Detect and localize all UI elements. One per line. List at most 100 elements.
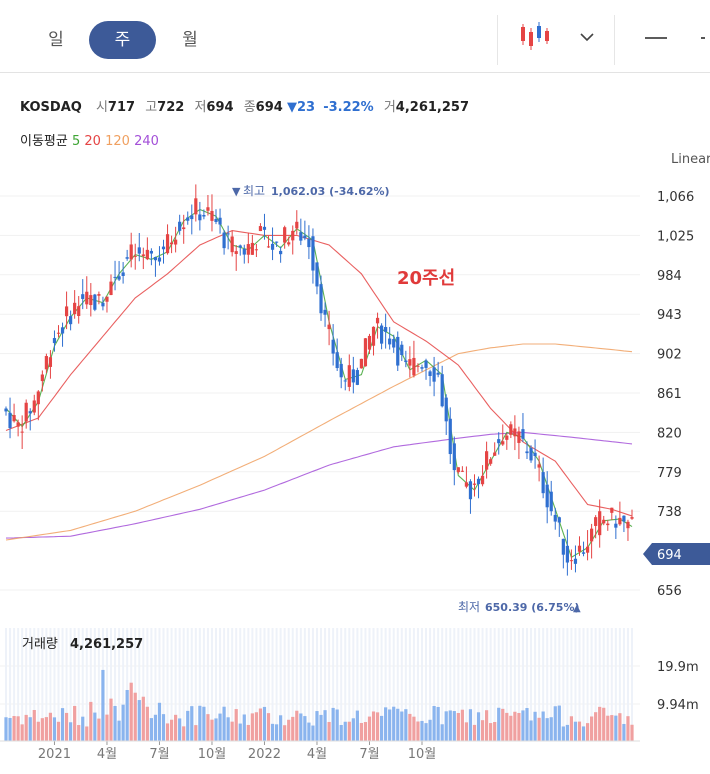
tab-week[interactable]: 주 [89, 21, 156, 59]
candle-body [40, 374, 44, 382]
chevron-down-icon[interactable] [579, 32, 595, 44]
volume-bar [581, 726, 586, 741]
volume-bar [585, 723, 590, 741]
volume-bar [270, 723, 275, 741]
volume-bar [149, 718, 153, 741]
candle-body [444, 397, 448, 422]
volume-bar [190, 706, 194, 741]
tab-month[interactable]: 월 [182, 30, 198, 50]
tab-day[interactable]: 일 [48, 30, 64, 50]
candle-body [81, 294, 85, 299]
ma-5[interactable]: 5 [71, 134, 81, 149]
candle-body [48, 357, 53, 367]
volume-bar [73, 705, 77, 741]
candle-body [497, 439, 501, 444]
candle-body [218, 217, 222, 225]
candle-body [52, 338, 57, 344]
scale-type-label[interactable]: Linear [671, 152, 710, 167]
y-tick-label: 738 [657, 505, 682, 520]
moving-average-lines [5, 208, 633, 559]
volume-bar [194, 725, 198, 741]
low-marker: 최저 650.39 (6.75%) ▲ [458, 600, 581, 614]
current-price-value: 694 [657, 548, 682, 563]
volume-bar [444, 711, 448, 741]
volume-bar [569, 716, 574, 741]
ma-20[interactable]: 20 [84, 134, 101, 149]
candle-body [234, 251, 238, 254]
ma-120[interactable]: 120 [105, 134, 130, 149]
candle-body [93, 294, 97, 310]
candle-body [165, 234, 170, 254]
ma-label: 이동평균 [20, 134, 68, 149]
low-marker-value: 650.39 (6.75%) [485, 601, 580, 614]
candle-body [69, 316, 73, 325]
volume-bar [137, 700, 141, 741]
volume-bar [359, 722, 364, 741]
ma-240[interactable]: 240 [134, 134, 159, 149]
volume-bar [472, 724, 477, 741]
volume-bar [64, 712, 69, 741]
volume-bar [226, 717, 230, 741]
volume-bar [117, 720, 121, 741]
volume-bar [363, 722, 368, 741]
volume-bar [400, 711, 404, 741]
volume-bar [28, 717, 32, 741]
x-tick-label: 4월 [307, 747, 327, 762]
volume-bar [287, 719, 291, 741]
candle-body [594, 517, 598, 526]
candle-body [262, 226, 267, 230]
candles [4, 184, 634, 576]
volume-bar [626, 716, 630, 741]
candle-body [44, 356, 48, 370]
volume-bar [565, 724, 569, 741]
candle-body [194, 198, 198, 215]
candle-body [287, 242, 291, 245]
candle-body [32, 400, 36, 413]
candle-body [230, 236, 234, 253]
volume-bar [501, 708, 505, 741]
candle-body [404, 360, 408, 363]
volume-bar [606, 715, 610, 741]
volume-bar [489, 723, 493, 741]
volume-total: 4,261,257 [70, 637, 143, 652]
high-value: 722 [157, 100, 185, 115]
low-label: 저 [194, 100, 207, 115]
candle-body [242, 248, 246, 255]
toolbar-divider [497, 15, 498, 65]
volume-bar [355, 710, 359, 741]
candle-body [145, 249, 149, 260]
candle-body [448, 418, 452, 455]
volume-bar [517, 712, 521, 741]
volume-bar [4, 717, 8, 741]
volume-bar [307, 722, 311, 741]
volume-bar [602, 707, 606, 741]
volume-bar [485, 710, 489, 741]
candle-body [315, 262, 319, 287]
volume-bar [456, 712, 460, 741]
volume-bar [141, 696, 145, 741]
volume-tick-label: 19.9m [657, 660, 699, 675]
x-tick-label: 2022 [248, 747, 281, 762]
line-tool-icon[interactable] [645, 33, 705, 45]
moving-average-legend: 이동평균 5 20 120 240 [20, 130, 159, 149]
volume-bar [266, 713, 271, 741]
volume-bar [250, 713, 254, 741]
candle-body [295, 221, 299, 229]
candle-body [129, 244, 133, 260]
candlestick-type-icon[interactable] [518, 18, 558, 58]
candle-body [440, 374, 444, 407]
candle-body [602, 519, 606, 524]
volume-bar [598, 706, 602, 741]
candle-body [392, 339, 396, 348]
open-value: 717 [107, 100, 136, 115]
volume-bar [327, 721, 331, 741]
candle-body [323, 309, 327, 315]
volume-bar [521, 710, 525, 741]
candle-body [283, 227, 287, 243]
x-tick-label: 2021 [38, 747, 71, 762]
volume-bar [258, 708, 263, 741]
candle-body [606, 523, 610, 526]
candle-body [533, 452, 537, 457]
volume-bar [541, 711, 545, 741]
